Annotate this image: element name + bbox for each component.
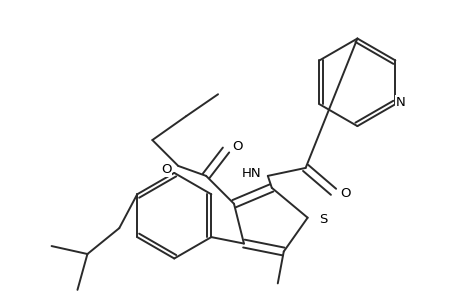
Text: S: S	[319, 213, 327, 226]
Text: O: O	[161, 164, 171, 176]
Text: HN: HN	[241, 167, 261, 180]
Text: N: N	[395, 96, 404, 109]
Text: O: O	[232, 140, 243, 152]
Text: O: O	[340, 187, 350, 200]
